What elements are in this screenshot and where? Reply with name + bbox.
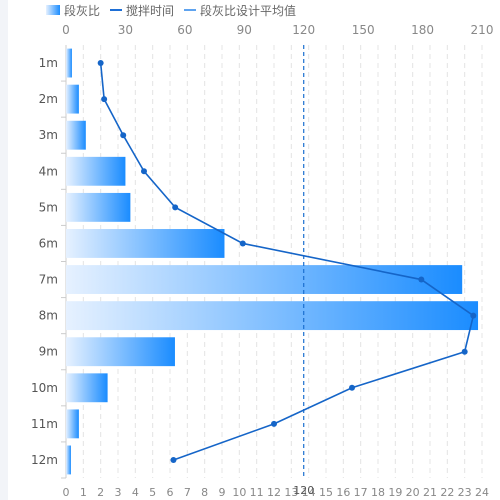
bar	[66, 48, 72, 78]
line-point	[172, 204, 179, 211]
bar	[66, 156, 126, 186]
bar	[66, 84, 79, 114]
y-tick-label: 6m	[39, 236, 58, 250]
legend-line-swatch	[110, 9, 123, 11]
x-bottom-tick-label: 23	[458, 486, 472, 499]
x-bottom-tick-label: 21	[423, 486, 437, 499]
x-top-tick-label: 210	[471, 23, 494, 37]
x-bottom-tick-label: 19	[388, 486, 402, 499]
y-tick-label: 2m	[39, 92, 58, 106]
line-point	[418, 276, 425, 283]
y-tick-label: 7m	[39, 273, 58, 287]
x-bottom-tick-label: 4	[132, 486, 139, 499]
y-tick-label: 3m	[39, 128, 58, 142]
x-bottom-tick-label: 11	[250, 486, 264, 499]
x-bottom-tick-label: 6	[167, 486, 174, 499]
legend-line-label: 搅拌时间	[126, 3, 175, 18]
x-top-tick-label: 60	[177, 23, 192, 37]
line-point	[349, 384, 355, 391]
x-bottom-tick-label: 7	[184, 486, 191, 499]
bar	[66, 409, 79, 439]
x-bottom-tick-label: 9	[219, 486, 226, 499]
legend-markline-swatch	[184, 9, 197, 11]
x-bottom-tick-label: 16	[336, 486, 350, 499]
line-point	[461, 348, 468, 355]
legend-item-markline[interactable]: 段灰比设计平均值	[184, 2, 296, 19]
bar	[66, 192, 131, 222]
x-bottom-tick-label: 24	[475, 486, 489, 499]
bar	[66, 445, 71, 475]
x-bottom-tick-label: 14	[302, 486, 316, 499]
line-point	[470, 312, 477, 319]
y-tick-label: 8m	[39, 309, 58, 323]
legend-bar-swatch	[46, 5, 60, 15]
x-bottom-tick-label: 3	[115, 486, 122, 499]
bar	[66, 337, 175, 367]
legend-item-line[interactable]: 搅拌时间	[110, 2, 174, 19]
bar	[66, 120, 86, 150]
x-bottom-tick-label: 5	[149, 486, 156, 499]
legend-item-bar[interactable]: 段灰比	[46, 2, 100, 19]
line-point	[97, 60, 104, 67]
x-bottom-tick-label: 22	[440, 486, 454, 499]
x-bottom-tick-label: 18	[371, 486, 385, 499]
x-top-tick-label: 120	[292, 23, 315, 37]
line-series	[99, 62, 475, 461]
y-tick-label: 1m	[39, 56, 58, 70]
legend-markline-label: 段灰比设计平均值	[200, 3, 297, 18]
y-tick-label: 5m	[39, 200, 58, 214]
line-point	[120, 132, 127, 139]
line-point	[271, 420, 277, 427]
legend-bar-label: 段灰比	[64, 3, 101, 18]
line-point	[170, 456, 177, 463]
y-tick-label: 9m	[39, 345, 58, 359]
y-tick-label: 10m	[31, 381, 58, 395]
x-top-tick-label: 30	[118, 23, 133, 37]
x-bottom-tick-label: 13	[284, 486, 298, 499]
x-top-tick-label: 180	[411, 23, 434, 37]
line-point	[141, 168, 147, 175]
y-tick-label: 11m	[31, 417, 58, 431]
line-point	[101, 96, 108, 103]
legend: 段灰比 搅拌时间 段灰比设计平均值	[46, 2, 296, 18]
x-top-tick-label: 150	[352, 23, 375, 37]
x-bottom-tick-label: 8	[201, 486, 208, 499]
x-bottom-tick-label: 0	[63, 486, 70, 499]
mark-line-label: 120	[293, 484, 314, 497]
x-bottom-tick-label: 2	[97, 486, 104, 499]
bar	[66, 229, 225, 258]
x-top-tick-label: 90	[237, 23, 252, 37]
left-edge-strip	[0, 0, 8, 500]
line-point	[239, 240, 246, 247]
x-bottom-tick-label: 10	[232, 486, 246, 499]
x-top-tick-label: 0	[62, 23, 70, 37]
y-tick-label: 4m	[39, 164, 58, 178]
bar	[66, 301, 479, 331]
x-bottom-tick-label: 20	[406, 486, 420, 499]
bar	[66, 265, 463, 294]
y-tick-label: 12m	[31, 453, 58, 467]
x-bottom-tick-label: 12	[267, 486, 281, 499]
x-bottom-tick-label: 1	[80, 486, 87, 499]
x-bottom-tick-label: 17	[354, 486, 368, 499]
bar	[66, 373, 108, 403]
x-bottom-tick-label: 15	[319, 486, 333, 499]
